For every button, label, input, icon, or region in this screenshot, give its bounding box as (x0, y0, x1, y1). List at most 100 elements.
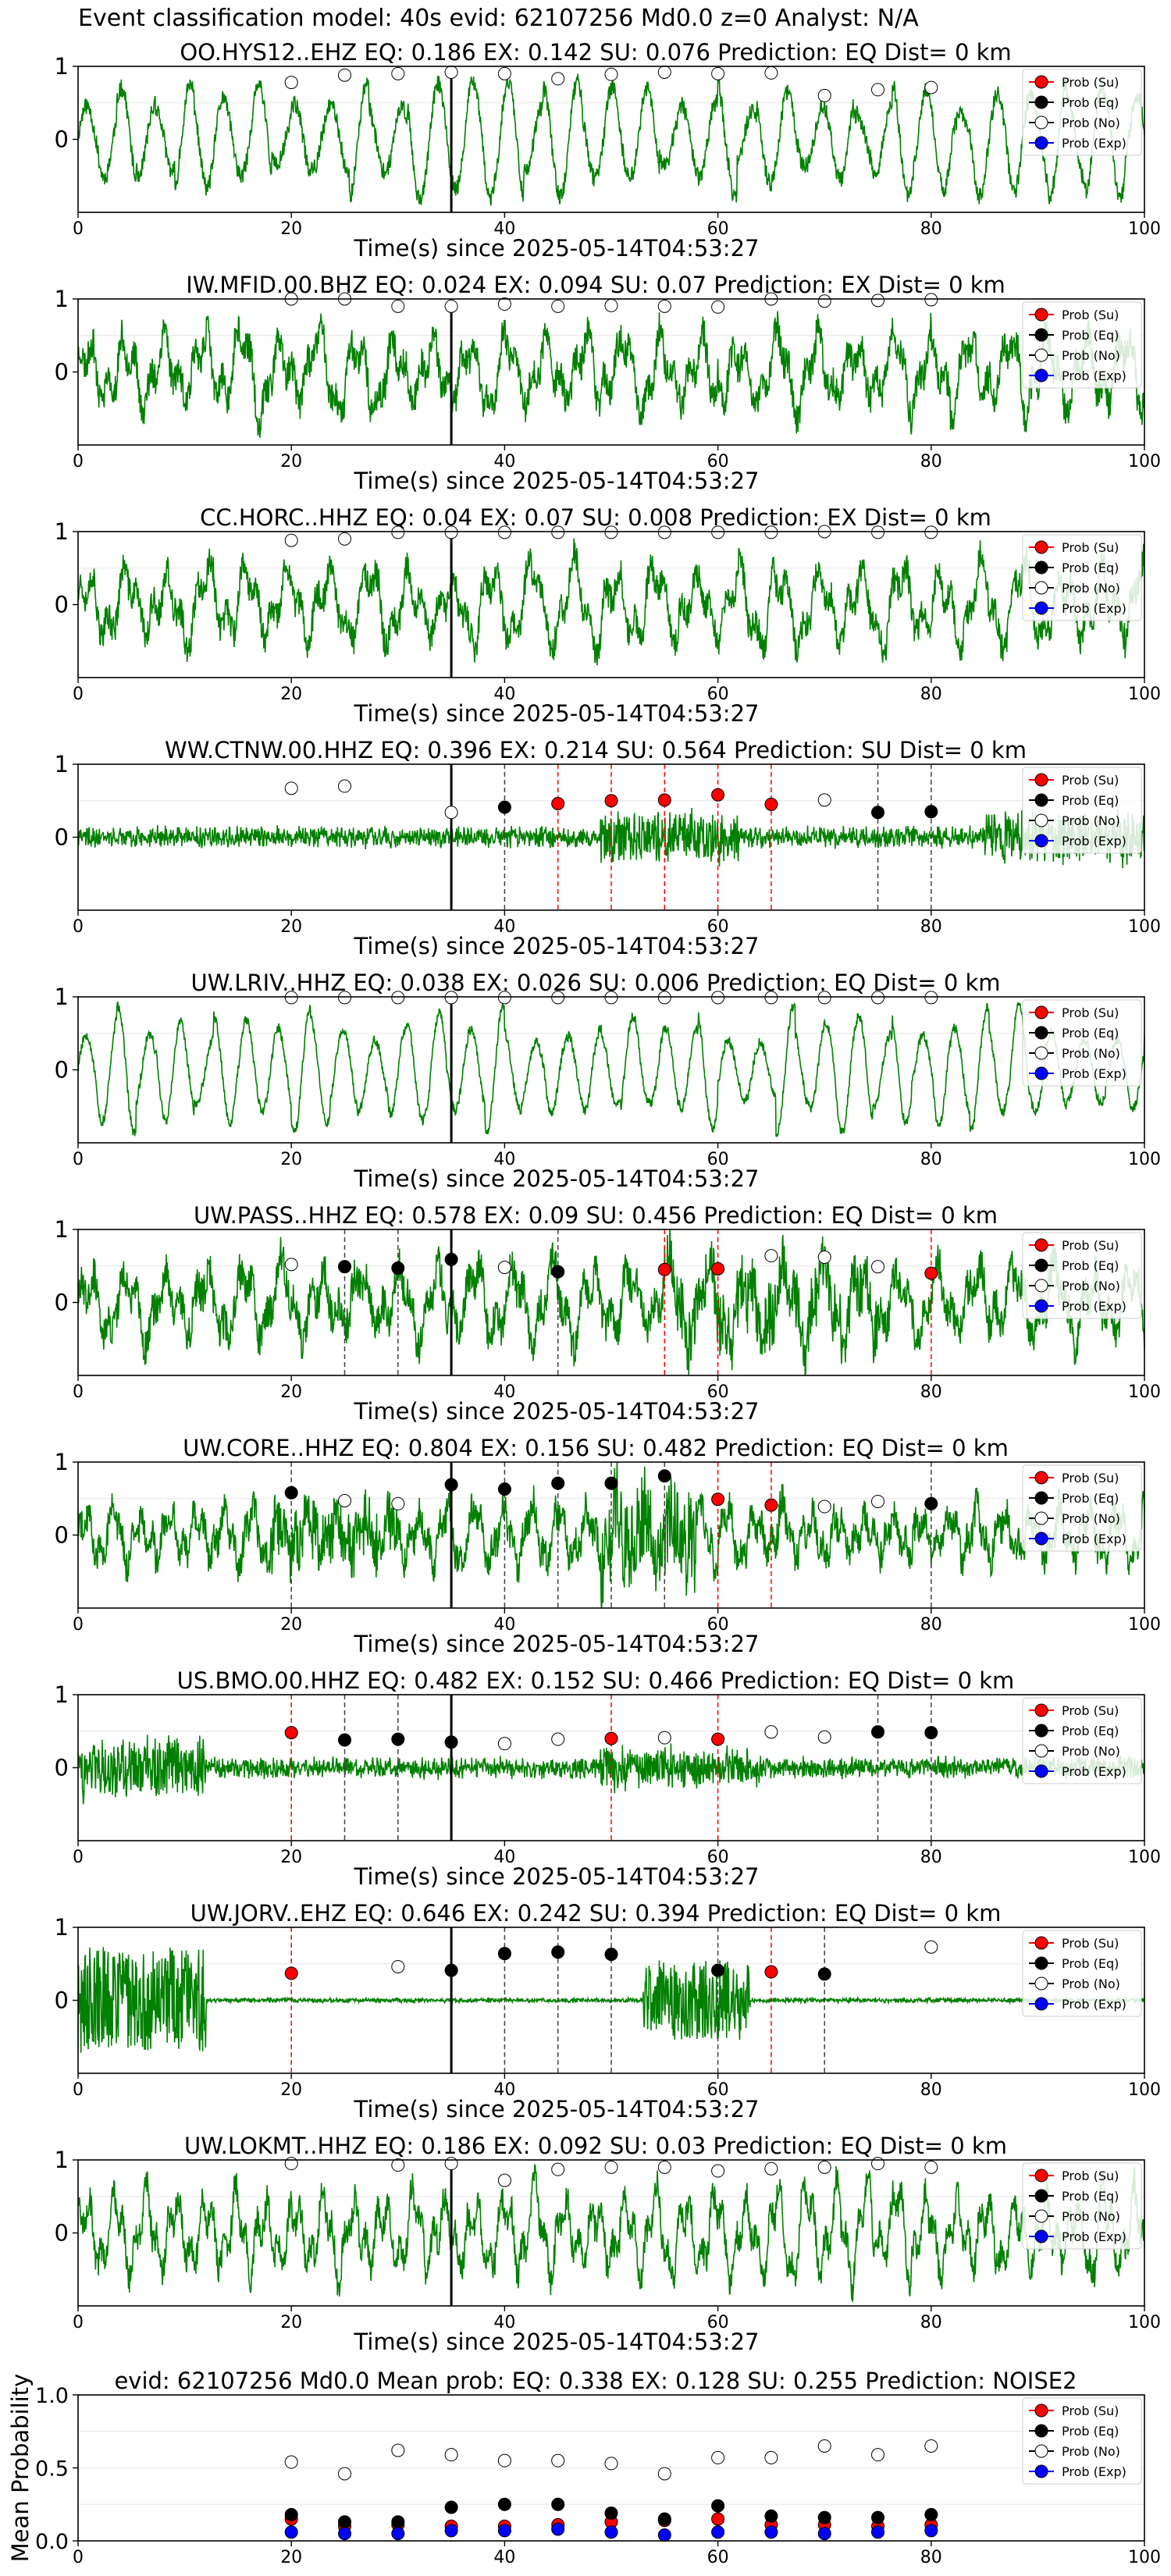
prob-marker-no (391, 2158, 405, 2172)
legend-label: Prob (Su) (1062, 308, 1119, 322)
prob-marker-no (497, 525, 511, 539)
x-tick-label: 20 (280, 1848, 302, 1867)
prob-marker-no (871, 1260, 884, 1274)
legend-label: Prob (Su) (1062, 1005, 1119, 1020)
panel-5: 0 20 40 60 80 100 0 1 UW.PASS..HHZ EQ: 0.578 EX:… (55, 1202, 1161, 1425)
legend-label: Prob (Eq) (1062, 1724, 1119, 1738)
mean-prob-point-no (497, 2453, 511, 2467)
x-tick-label: 60 (707, 219, 729, 239)
prob-marker-no (871, 991, 884, 1005)
prob-marker-no (657, 991, 671, 1005)
panel-title: US.BMO.00.HHZ EQ: 0.482 EX: 0.152 SU: 0.… (177, 1667, 1015, 1694)
legend-marker-no (1034, 116, 1048, 130)
x-tick-label: 100 (1128, 917, 1161, 937)
prob-marker-no (391, 1496, 405, 1510)
panel-title: OO.HYS12..EHZ EQ: 0.186 EX: 0.142 SU: 0.… (180, 39, 1011, 66)
mean-prob-point-no (711, 2450, 725, 2464)
waveform-trace (78, 1947, 1144, 2053)
prob-marker-no (497, 1261, 511, 1275)
prob-marker-eq (551, 1476, 565, 1490)
plot-area (78, 299, 1144, 445)
legend-label: Prob (No) (1062, 1046, 1120, 1061)
mean-prob-point-no (764, 2450, 778, 2464)
x-tick-label: 60 (707, 917, 729, 937)
x-tick-label: 60 (707, 2313, 729, 2332)
prob-marker-no (444, 299, 458, 313)
y-tick-label: 0 (55, 359, 69, 386)
legend-marker-no (1034, 1744, 1048, 1758)
legend-marker-eq (1034, 1258, 1048, 1272)
prob-marker-eq (924, 1496, 938, 1510)
legend-marker-su (1034, 75, 1048, 89)
x-tick-label: 20 (280, 917, 302, 937)
prob-marker-no (551, 72, 565, 86)
legend-box (1022, 1697, 1142, 1784)
x-tick-label: 40 (493, 219, 515, 239)
waveform-trace (78, 807, 1144, 869)
prob-marker-no (284, 991, 298, 1005)
plot-area (78, 66, 1144, 212)
y-axis-label: Mean Probability (7, 2374, 34, 2563)
panel-title: UW.LOKMT..HHZ EQ: 0.186 EX: 0.092 SU: 0.… (184, 2133, 1007, 2159)
prob-marker-no (391, 525, 405, 539)
legend-marker-eq (1034, 328, 1048, 342)
prob-marker-no (551, 991, 565, 1005)
mean-prob-point-eq (817, 2510, 831, 2524)
prob-marker-eq (871, 806, 884, 820)
prob-marker-no (497, 991, 511, 1005)
panel-title: CC.HORC..HHZ EQ: 0.04 EX: 0.07 SU: 0.008… (200, 504, 991, 531)
legend-label: Prob (No) (1062, 2444, 1120, 2459)
legend: Prob (Su) Prob (Eq) Prob (No) Prob (Exp) (1022, 1930, 1142, 2017)
prob-marker-no (817, 294, 831, 308)
x-tick-label: 100 (1128, 1382, 1161, 1402)
x-tick-label: 100 (1128, 2080, 1161, 2100)
prob-marker-no (444, 65, 458, 79)
legend-label: Prob (No) (1062, 1511, 1120, 1526)
prob-marker-su (284, 1726, 298, 1740)
legend-label: Prob (Eq) (1062, 2424, 1119, 2439)
legend-marker-exp (1034, 1764, 1048, 1778)
prob-marker-su (764, 1965, 778, 1979)
legend-label: Prob (Exp) (1062, 368, 1127, 383)
prob-marker-no (338, 991, 351, 1005)
x-tick-label: 0 (73, 1382, 84, 1402)
x-axis-label: Time(s) since 2025-05-14T04:53:27 (354, 1863, 760, 1890)
x-tick-label: 40 (493, 917, 515, 937)
x-tick-label: 60 (707, 1150, 729, 1169)
x-tick-label: 80 (920, 1150, 942, 1169)
mean-prob-point-exp (711, 2525, 725, 2539)
y-tick-label: 0 (55, 1522, 69, 1549)
legend: Prob (Su) Prob (Eq) Prob (No) Prob (Exp) (1022, 1464, 1142, 1552)
panel-title: WW.CTNW.00.HHZ EQ: 0.396 EX: 0.214 SU: 0… (165, 737, 1027, 763)
x-tick-label: 60 (707, 2548, 729, 2567)
prob-marker-su (657, 1262, 671, 1276)
waveform-trace (78, 538, 1144, 666)
x-tick-label: 100 (1128, 452, 1161, 471)
x-tick-label: 60 (707, 452, 729, 471)
legend-marker-exp (1034, 1997, 1048, 2011)
prob-marker-no (817, 2160, 831, 2174)
prob-marker-no (657, 65, 671, 79)
y-tick-label: 0 (55, 1290, 69, 1316)
waveform-trace (78, 73, 1144, 206)
legend-marker-no (1034, 1511, 1048, 1525)
x-tick-label: 0 (73, 452, 84, 471)
y-tick-label: 1.0 (35, 2384, 69, 2408)
x-tick-label: 20 (280, 452, 302, 471)
x-axis-label: Time(s) since 2025-05-14T04:53:27 (354, 1398, 760, 1425)
plot-area (78, 997, 1144, 1143)
y-tick-label: 1 (55, 1914, 69, 1941)
prob-marker-no (657, 1731, 671, 1745)
prob-marker-no (497, 297, 511, 311)
panel-9: 0 20 40 60 80 100 0 1 UW.LOKMT..HHZ EQ: 0.186 EX… (55, 2133, 1161, 2355)
x-tick-label: 80 (920, 452, 942, 471)
x-tick-label: 40 (493, 1848, 515, 1867)
prob-marker-no (551, 299, 565, 313)
legend-label: Prob (Su) (1062, 2403, 1119, 2418)
x-tick-label: 80 (920, 2313, 942, 2332)
legend: Prob (Su) Prob (Eq) Prob (No) Prob (Exp) (1022, 2162, 1142, 2250)
prob-marker-no (604, 67, 618, 81)
y-tick-label: 1 (55, 518, 69, 545)
prob-marker-su (711, 1493, 725, 1507)
x-tick-label: 60 (707, 2080, 729, 2100)
